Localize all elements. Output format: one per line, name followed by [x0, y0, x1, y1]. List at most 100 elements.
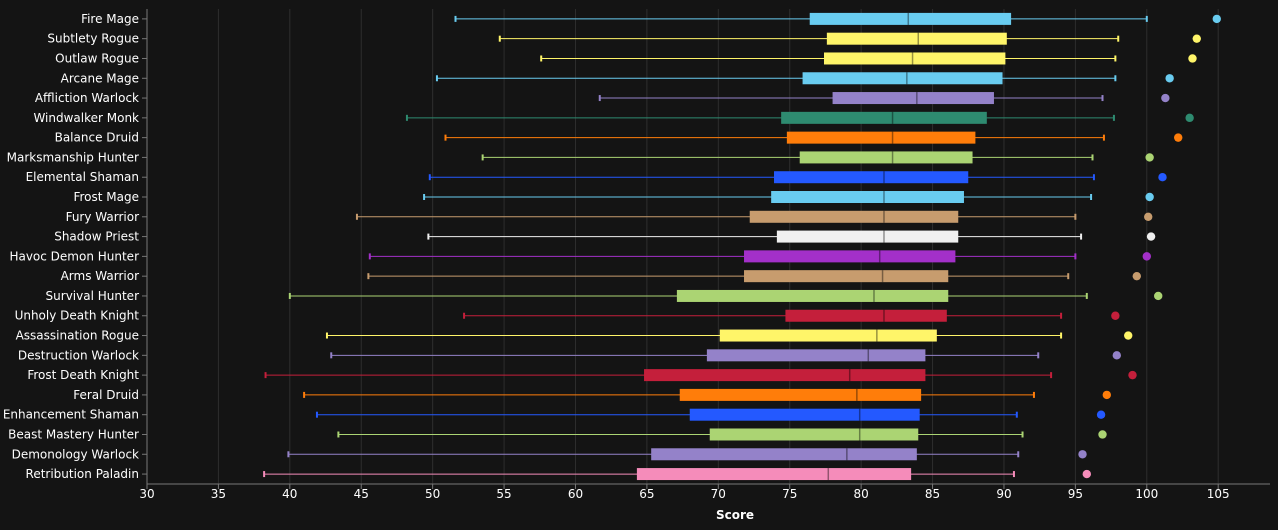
series-group	[405, 111, 1194, 124]
top-score-point	[1145, 192, 1154, 202]
box	[781, 111, 987, 124]
x-tick-label: 80	[853, 487, 868, 501]
x-tick-label: 100	[1135, 487, 1158, 501]
top-score-point	[1132, 271, 1141, 281]
series-group	[463, 309, 1120, 322]
x-tick-label: 105	[1207, 487, 1230, 501]
series-group	[428, 171, 1167, 184]
x-tick-label: 65	[639, 487, 654, 501]
box	[809, 12, 1012, 25]
box	[644, 369, 926, 382]
top-score-point	[1161, 93, 1170, 103]
box	[651, 448, 917, 461]
series-group	[481, 151, 1154, 164]
top-score-point	[1154, 291, 1163, 301]
box	[832, 92, 994, 105]
y-axis: Fire Mage Subtlety Rogue Outlaw Rogue Arcan…	[3, 9, 148, 484]
category-label: Elemental Shaman	[26, 170, 139, 184]
top-score-point	[1111, 311, 1120, 320]
box	[719, 329, 937, 342]
x-tick-label: 75	[782, 487, 797, 501]
category-label: Outlaw Rogue	[55, 51, 139, 65]
x-tick-label: 90	[996, 487, 1011, 501]
series-group	[287, 448, 1087, 461]
box	[774, 171, 969, 184]
x-tick-label: 85	[925, 487, 940, 501]
box	[786, 131, 976, 144]
top-score-point	[1146, 232, 1156, 241]
category-label: Fire Mage	[81, 12, 139, 26]
category-label: Enhancement Shaman	[3, 408, 139, 422]
x-axis-title: Score	[716, 508, 754, 522]
category-label: Windwalker Monk	[33, 111, 139, 125]
gridlines	[217, 9, 1219, 484]
box	[823, 52, 1006, 65]
top-score-point	[1098, 430, 1107, 439]
box	[749, 210, 959, 223]
category-label: Retribution Paladin	[26, 467, 139, 481]
category-label: Subtlety Rogue	[47, 32, 139, 46]
top-score-point	[1096, 410, 1106, 419]
box	[676, 289, 949, 302]
category-label: Assassination Rogue	[16, 329, 139, 343]
category-label: Marksmanship Hunter	[7, 150, 139, 164]
box	[706, 349, 926, 362]
top-score-point	[1192, 34, 1201, 43]
x-tick-label: 40	[282, 487, 297, 501]
box	[689, 408, 920, 421]
top-score-point	[1188, 54, 1197, 63]
top-score-point	[1174, 133, 1183, 142]
box	[785, 309, 947, 322]
series-group	[427, 230, 1156, 243]
category-label: Unholy Death Knight	[15, 309, 140, 323]
x-tick-label: 55	[496, 487, 511, 501]
series-group	[367, 270, 1141, 283]
x-axis: 30 35 40 45 50 55 60 65 70 75 80 85 90 95 100 105	[139, 483, 1270, 501]
top-score-point	[1128, 370, 1137, 380]
x-tick-label: 60	[568, 487, 583, 501]
category-label: Demonology Warlock	[12, 447, 139, 461]
top-score-point	[1165, 74, 1174, 83]
top-score-point	[1124, 331, 1133, 340]
top-score-point	[1158, 173, 1167, 182]
top-score-point	[1142, 252, 1151, 261]
box	[776, 230, 959, 243]
series-group	[423, 191, 1154, 204]
top-score-point	[1112, 351, 1121, 360]
category-label: Arcane Mage	[61, 71, 139, 85]
category-label: Shadow Priest	[54, 230, 139, 244]
category-label: Survival Hunter	[46, 289, 140, 303]
box	[744, 250, 956, 263]
box	[802, 72, 1003, 85]
top-score-point	[1144, 212, 1153, 221]
series-group	[498, 32, 1201, 45]
top-score-point	[1145, 153, 1154, 162]
category-label: Havoc Demon Hunter	[9, 249, 139, 263]
top-score-point	[1185, 113, 1194, 123]
series-group	[315, 408, 1106, 421]
category-label: Balance Druid	[55, 131, 139, 145]
x-tick-label: 95	[1068, 487, 1083, 501]
box	[799, 151, 973, 164]
x-tick-label: 45	[354, 487, 369, 501]
box	[744, 270, 949, 283]
x-tick-label: 50	[425, 487, 440, 501]
top-score-point	[1082, 469, 1091, 479]
top-score-point	[1212, 14, 1221, 24]
series-group	[454, 12, 1221, 25]
series-group	[325, 329, 1133, 342]
series-group	[288, 289, 1163, 302]
box	[679, 388, 922, 401]
x-tick-label: 70	[711, 487, 726, 501]
category-label: Arms Warrior	[61, 269, 139, 283]
category-label: Frost Death Knight	[27, 368, 139, 382]
series-group	[264, 369, 1137, 382]
category-label: Feral Druid	[73, 388, 139, 402]
series-group	[330, 349, 1121, 362]
x-tick-label: 30	[139, 487, 154, 501]
category-label: Beast Mastery Hunter	[8, 427, 139, 441]
series-group	[303, 388, 1111, 401]
series-group	[598, 92, 1170, 105]
